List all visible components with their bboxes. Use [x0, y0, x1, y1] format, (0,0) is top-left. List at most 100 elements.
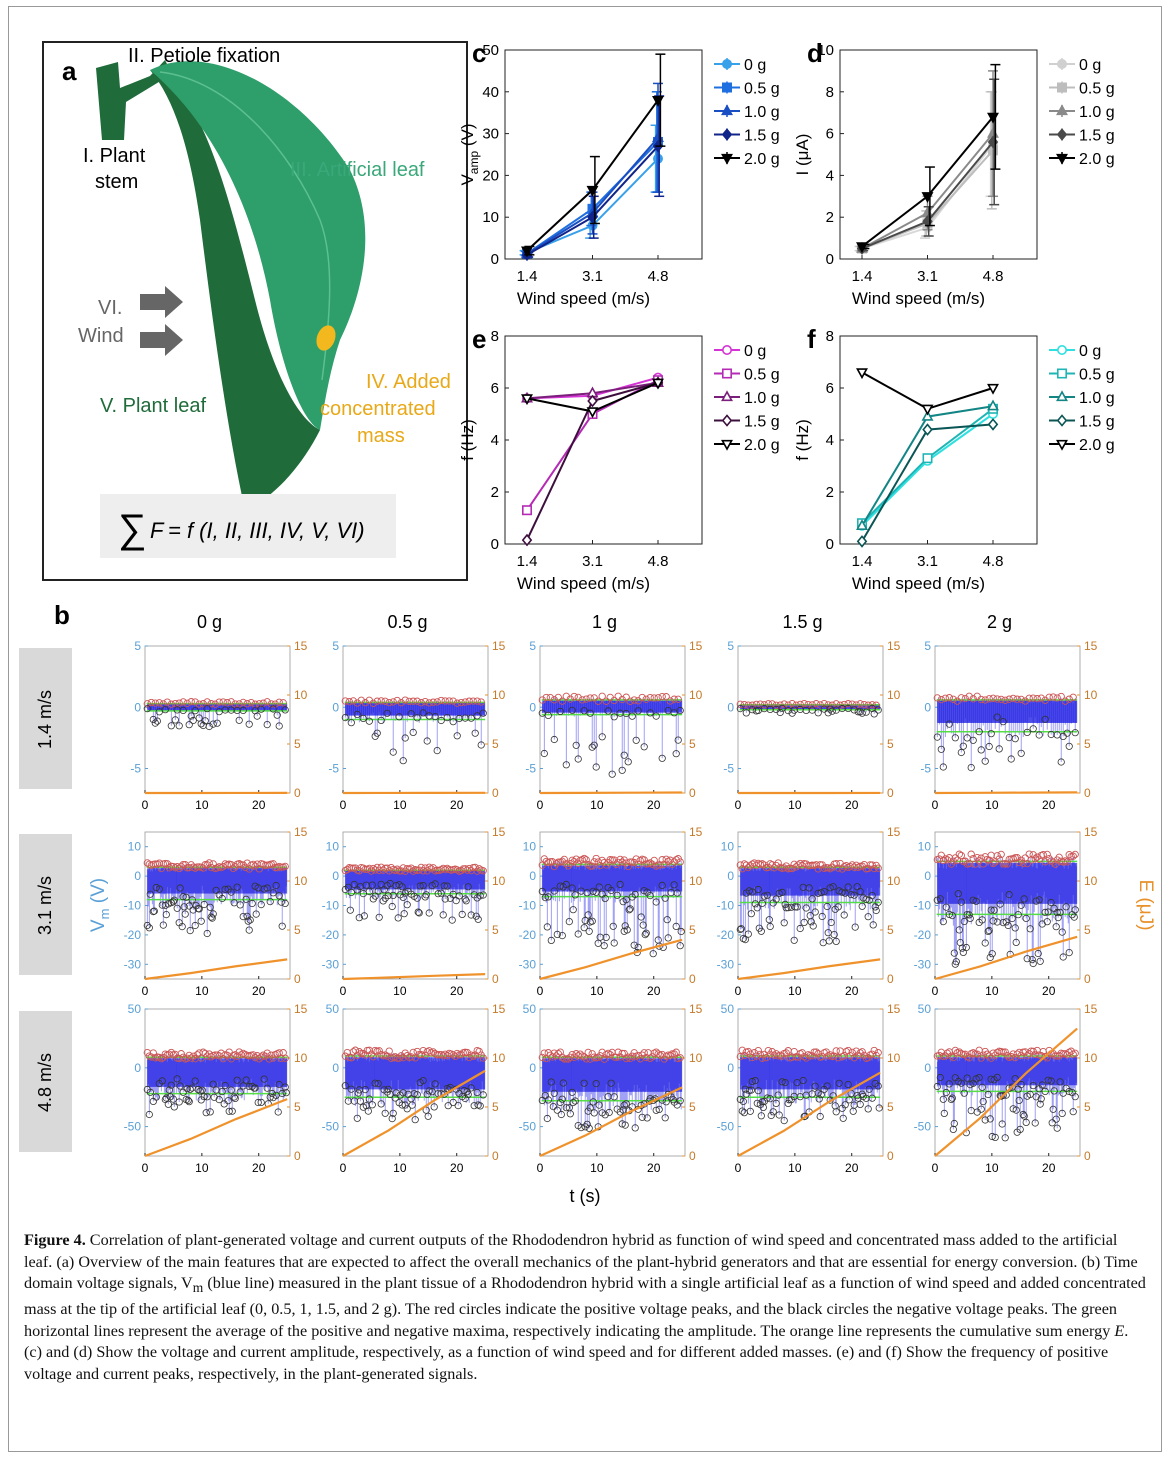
negative-peak: [854, 1094, 862, 1102]
x-tick-label: 20: [845, 984, 859, 998]
signal-cell: -50 0 50 0 5 10 15 0 10 20: [914, 1002, 1098, 1175]
negative-peak: [610, 939, 618, 947]
negative-peak: [444, 1102, 452, 1110]
negative-peak: [379, 897, 387, 905]
left-tick-label: 10: [721, 840, 735, 854]
negative-peak: [959, 742, 967, 750]
signal-cell: -50 0 50 0 5 10 15 0 10 20: [322, 1002, 506, 1175]
positive-peak: [1041, 1052, 1049, 1061]
negative-peak: [996, 900, 1004, 908]
positive-peak: [269, 1054, 277, 1062]
positive-peak: [989, 859, 997, 868]
positive-peak: [949, 1053, 957, 1062]
negative-peak: [146, 890, 154, 898]
negative-peak: [209, 910, 217, 918]
negative-peak: [273, 711, 281, 719]
y-tick-label: 0: [491, 251, 499, 268]
positive-peak: [397, 699, 405, 707]
positive-peak: [997, 850, 1005, 859]
negative-peak: [282, 1089, 290, 1097]
voltage-signal-band: [937, 862, 1078, 904]
negative-peak: [661, 1114, 669, 1122]
negative-peak: [674, 736, 682, 744]
positive-peak: [782, 1049, 790, 1057]
negative-peak: [962, 943, 970, 952]
x-tick-label: 1.4: [517, 268, 538, 285]
positive-peak: [255, 865, 263, 873]
positive-peak: [1009, 694, 1017, 703]
positive-peak: [257, 1053, 265, 1061]
left-axis-label: Vm (V): [88, 878, 112, 932]
x-tick-label: 4.8: [983, 553, 1004, 570]
positive-peak: [580, 854, 588, 863]
right-tick-label: 5: [1084, 1100, 1091, 1114]
signal-cell: -5 0 5 0 5 10 15 0 10 20: [130, 639, 307, 812]
x-tick-label: 10: [393, 984, 407, 998]
negative-peak: [981, 939, 989, 947]
positive-peak: [758, 860, 766, 868]
negative-peak: [977, 746, 985, 754]
y-tick-label: 6: [826, 380, 834, 397]
positive-peak: [552, 860, 560, 868]
x-tick-label: 20: [1042, 984, 1056, 998]
negative-peak: [377, 716, 385, 725]
positive-peak: [1059, 858, 1067, 866]
negative-peak: [766, 1095, 774, 1103]
wind-arrow-icon: [140, 286, 183, 318]
positive-peak: [1013, 854, 1021, 862]
x-axis-label: Wind speed (m/s): [852, 574, 985, 593]
negative-peak: [847, 890, 855, 899]
negative-peak: [753, 904, 761, 912]
right-tick-label: 5: [1084, 737, 1091, 751]
y-tick-label: 20: [482, 167, 499, 184]
negative-peak: [1069, 1108, 1077, 1116]
positive-peak: [768, 1048, 776, 1056]
left-tick-label: 50: [523, 1002, 537, 1016]
negative-peak: [353, 1114, 361, 1122]
right-tick-label: 0: [689, 972, 696, 986]
positive-peak: [1069, 693, 1077, 701]
left-tick-label: -30: [519, 957, 537, 971]
y-axis-label: Vamp (V): [458, 123, 481, 185]
positive-peak: [453, 699, 461, 707]
negative-peak: [589, 1098, 597, 1106]
positive-peak: [582, 856, 590, 864]
positive-peak: [1017, 695, 1025, 704]
positive-peak: [401, 696, 409, 704]
negative-peak: [440, 882, 448, 890]
negative-peak: [277, 898, 285, 906]
right-tick-label: 0: [887, 972, 894, 986]
negative-peak: [191, 921, 199, 930]
signal-cell: -30 -20 -10 0 10 0 5 10 15 0 10 20: [914, 825, 1098, 998]
positive-peak: [622, 693, 630, 701]
positive-peak: [425, 863, 433, 871]
legend-marker: [721, 344, 732, 355]
negative-peak: [354, 1089, 362, 1097]
y-tick-label: 10: [482, 209, 499, 226]
positive-peak: [171, 699, 179, 708]
negative-peak: [978, 916, 986, 924]
negative-peak: [394, 914, 402, 922]
cell-frame: [342, 831, 489, 980]
left-tick-label: -20: [322, 928, 340, 942]
positive-peak: [381, 697, 389, 705]
negative-peak: [200, 900, 208, 909]
data-point: [587, 394, 598, 408]
negative-peak: [937, 745, 945, 753]
left-tick-label: 10: [523, 840, 537, 854]
row-label-box: [19, 1011, 72, 1152]
left-tick-label: 50: [128, 1002, 142, 1016]
energy-line: [144, 1098, 288, 1158]
negative-peak: [550, 1089, 558, 1097]
negative-peak: [739, 1097, 747, 1106]
positive-peak: [417, 1050, 425, 1059]
data-point: [652, 96, 664, 107]
negative-peak: [473, 712, 481, 720]
negative-peak: [389, 1109, 397, 1117]
x-tick-label: 3.1: [582, 268, 603, 285]
left-tick-label: -30: [914, 957, 932, 971]
negative-peak: [474, 915, 482, 923]
positive-peak: [852, 701, 860, 709]
negative-peak: [377, 1100, 385, 1108]
negative-peak: [252, 910, 260, 918]
